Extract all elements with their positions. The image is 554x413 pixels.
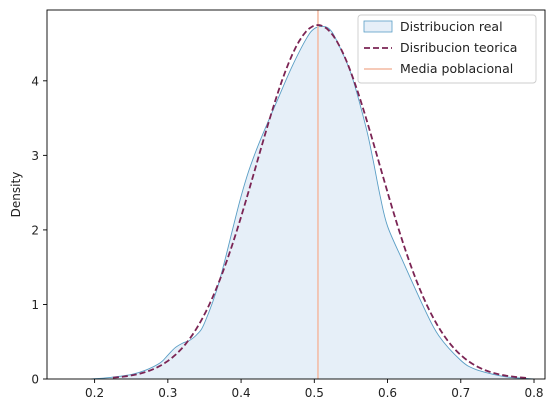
legend-label-real: Distribucion real: [400, 19, 503, 34]
x-tick-label: 0.4: [232, 386, 251, 400]
legend: Distribucion real Disribucion teorica Me…: [357, 14, 537, 84]
x-tick-label: 0.3: [158, 386, 177, 400]
real-distribution-area: [90, 26, 535, 380]
y-tick-label: 2: [31, 223, 39, 237]
y-tick-label: 4: [31, 74, 39, 88]
y-tick-label: 3: [31, 149, 39, 163]
x-tick-label: 0.6: [378, 386, 397, 400]
y-axis-label: Density: [9, 172, 23, 218]
plot-frame: [46, 9, 546, 380]
x-tick-label: 0.2: [85, 386, 104, 400]
x-tick-label: 0.5: [305, 386, 324, 400]
y-tick-label: 1: [31, 298, 39, 312]
legend-label-theory: Disribucion teorica: [400, 40, 517, 55]
x-tick-label: 0.8: [524, 386, 543, 400]
legend-label-mean: Media poblacional: [400, 61, 513, 76]
real-distribution-line: [90, 25, 535, 380]
y-axis: 0 1 2 3 4: [31, 74, 47, 387]
x-tick-label: 0.7: [451, 386, 470, 400]
y-tick-label: 0: [31, 373, 39, 387]
legend-swatch-real: [363, 20, 393, 33]
x-axis: 0.2 0.3 0.4 0.5 0.6 0.7 0.8: [85, 379, 544, 400]
theoretical-distribution-line: [112, 24, 527, 379]
legend-box: [357, 14, 537, 84]
plot-area: [90, 10, 535, 380]
